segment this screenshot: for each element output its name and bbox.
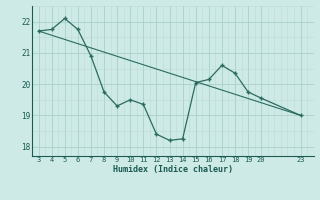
X-axis label: Humidex (Indice chaleur): Humidex (Indice chaleur) [113,165,233,174]
